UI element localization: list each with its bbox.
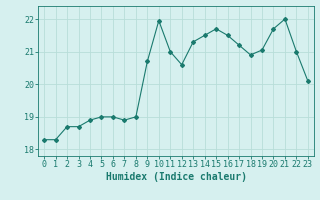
X-axis label: Humidex (Indice chaleur): Humidex (Indice chaleur) xyxy=(106,172,246,182)
